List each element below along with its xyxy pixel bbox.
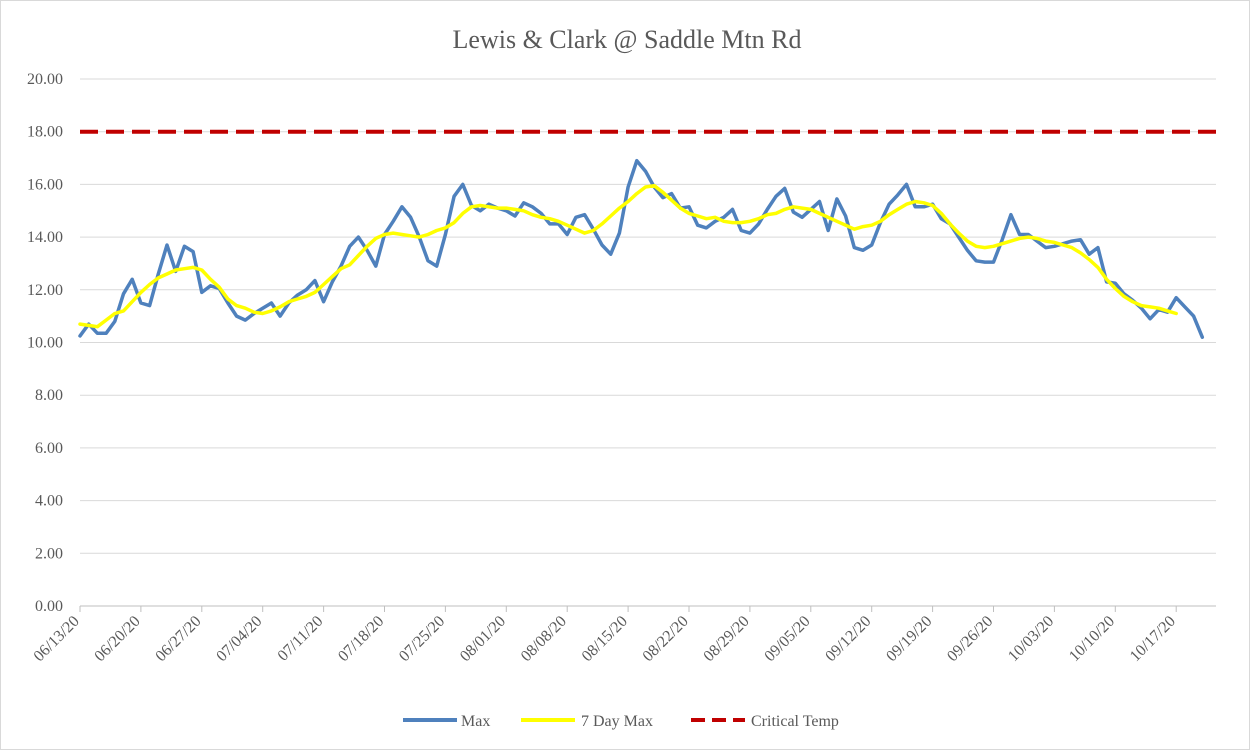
x-tick-label: 07/04/20	[213, 613, 265, 665]
x-tick-label: 10/17/20	[1127, 613, 1179, 665]
legend-label: 7 Day Max	[581, 713, 653, 730]
x-tick-label: 09/05/20	[761, 613, 813, 665]
y-tick-label: 20.00	[27, 71, 63, 88]
x-tick-label: 09/12/20	[822, 613, 874, 665]
x-tick-label: 06/27/20	[152, 613, 204, 665]
y-tick-label: 4.00	[35, 493, 63, 510]
series-lines	[78, 129, 1216, 339]
x-tick-label: 07/25/20	[396, 613, 448, 665]
y-tick-label: 10.00	[27, 335, 63, 352]
max-series-line	[78, 158, 1205, 339]
x-tick-label: 06/20/20	[91, 613, 143, 665]
seven-day-max-series-line	[78, 183, 1178, 329]
x-tick-label: 08/22/20	[640, 613, 692, 665]
x-tick-label: 10/03/20	[1005, 613, 1057, 665]
y-tick-label: 12.00	[27, 282, 63, 299]
y-tick-label: 14.00	[27, 229, 63, 246]
x-tick-label: 07/18/20	[335, 613, 387, 665]
chart-title: Lewis & Clark @ Saddle Mtn Rd	[453, 25, 802, 54]
legend: Max 7 Day Max Critical Temp	[403, 713, 839, 730]
legend-label: Max	[461, 713, 490, 730]
x-tick-label: 09/19/20	[883, 613, 935, 665]
y-tick-label: 8.00	[35, 387, 63, 404]
x-tick-label: 08/01/20	[457, 613, 509, 665]
y-tick-label: 18.00	[27, 124, 63, 141]
y-axis: 0.00 2.00 4.00 6.00 8.00 10.00 12.00 14.00 16.00…	[27, 71, 63, 615]
x-tick-label: 08/29/20	[700, 613, 752, 665]
x-tick-label: 09/26/20	[944, 613, 996, 665]
y-tick-label: 6.00	[35, 440, 63, 457]
x-tick-label: 10/10/20	[1066, 613, 1118, 665]
legend-label: Critical Temp	[751, 713, 839, 730]
y-tick-label: 16.00	[27, 176, 63, 193]
x-tick-label: 08/15/20	[579, 613, 631, 665]
x-tick-label: 08/08/20	[518, 613, 570, 665]
x-axis: 06/13/20 06/20/20 06/27/20 07/04/20 07/11/20…	[31, 606, 1179, 665]
y-tick-label: 2.00	[35, 545, 63, 562]
gridlines	[80, 78, 1216, 607]
y-tick-label: 0.00	[35, 598, 63, 615]
x-tick-label: 06/13/20	[31, 613, 83, 665]
x-tick-label: 07/11/20	[275, 613, 327, 665]
